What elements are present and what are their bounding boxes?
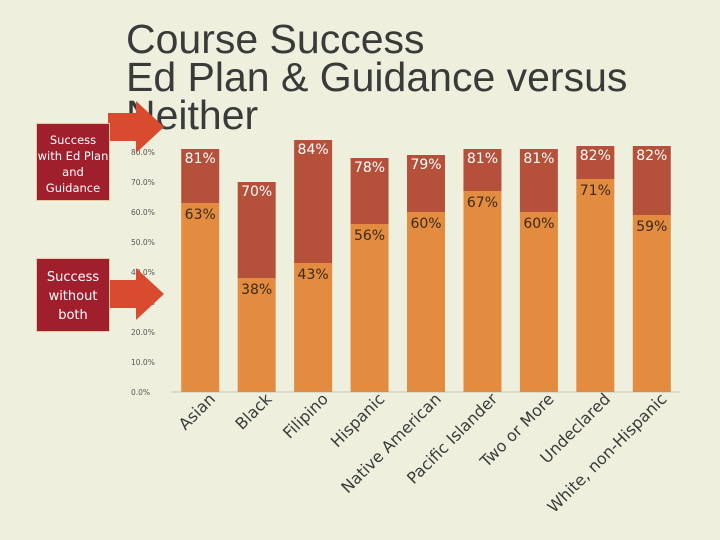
- bar-with-ed-plan: [181, 149, 220, 203]
- bar-with-ed-plan: [237, 182, 276, 278]
- title-line-1: Course Success: [126, 16, 425, 62]
- bar-without-both: [350, 224, 389, 392]
- x-tick-label: Asian: [175, 389, 219, 433]
- bar-without-both: [237, 278, 276, 392]
- y-tick-label: 70.0%: [131, 178, 155, 187]
- badge-with-ed-plan: Success with Ed Plan and Guidance: [36, 123, 110, 201]
- data-label-with-ed-plan: 84%: [298, 142, 329, 158]
- data-label-without-both: 56%: [354, 228, 385, 244]
- data-label-without-both: 67%: [467, 195, 498, 211]
- arrow-top-stem: [108, 113, 136, 141]
- bar-without-both: [632, 215, 671, 392]
- data-label-without-both: 60%: [523, 216, 554, 232]
- arrow-bottom-icon: [136, 268, 164, 320]
- bar-without-both: [576, 179, 615, 392]
- data-label-without-both: 60%: [410, 216, 441, 232]
- data-label-with-ed-plan: 81%: [185, 151, 216, 167]
- bar-with-ed-plan: [576, 146, 615, 179]
- data-label-with-ed-plan: 81%: [467, 151, 498, 167]
- bar-without-both: [181, 203, 220, 392]
- data-label-with-ed-plan: 81%: [523, 151, 554, 167]
- data-label-with-ed-plan: 70%: [241, 184, 272, 200]
- data-label-with-ed-plan: 78%: [354, 160, 385, 176]
- data-label-without-both: 71%: [580, 183, 611, 199]
- x-tick-label: Native American: [337, 389, 445, 497]
- bar-with-ed-plan: [519, 149, 558, 212]
- bar-with-ed-plan: [407, 155, 445, 212]
- data-label-without-both: 63%: [185, 207, 216, 223]
- data-label-without-both: 38%: [241, 282, 272, 298]
- bar-with-ed-plan: [294, 140, 333, 263]
- y-tick-label: 20.0%: [131, 328, 155, 337]
- data-label-with-ed-plan: 82%: [636, 148, 667, 164]
- bar-with-ed-plan: [632, 146, 671, 215]
- badge-without-both: Success without both: [36, 258, 110, 332]
- data-label-with-ed-plan: 82%: [580, 148, 611, 164]
- y-tick-label: 50.0%: [131, 238, 155, 247]
- bar-with-ed-plan: [350, 158, 389, 224]
- bar-without-both: [463, 191, 502, 392]
- bar-without-both: [294, 263, 333, 392]
- bar-with-ed-plan: [463, 149, 502, 191]
- data-label-without-both: 43%: [298, 267, 329, 283]
- y-tick-label: 0.0%: [131, 388, 150, 397]
- bar-without-both: [407, 212, 445, 392]
- x-tick-label: Filipino: [279, 389, 332, 442]
- data-label-without-both: 59%: [636, 219, 667, 235]
- arrow-top-icon: [136, 101, 164, 153]
- title-line-2: Ed Plan & Guidance versus: [126, 54, 628, 100]
- y-tick-label: 10.0%: [131, 358, 155, 367]
- y-tick-label: 60.0%: [131, 208, 155, 217]
- x-tick-label: Black: [231, 389, 276, 434]
- bar-without-both: [519, 212, 558, 392]
- chart-title: Course Success Ed Plan & Guidance versus…: [126, 16, 686, 136]
- data-label-with-ed-plan: 79%: [410, 157, 441, 173]
- arrow-bottom-stem: [108, 280, 136, 308]
